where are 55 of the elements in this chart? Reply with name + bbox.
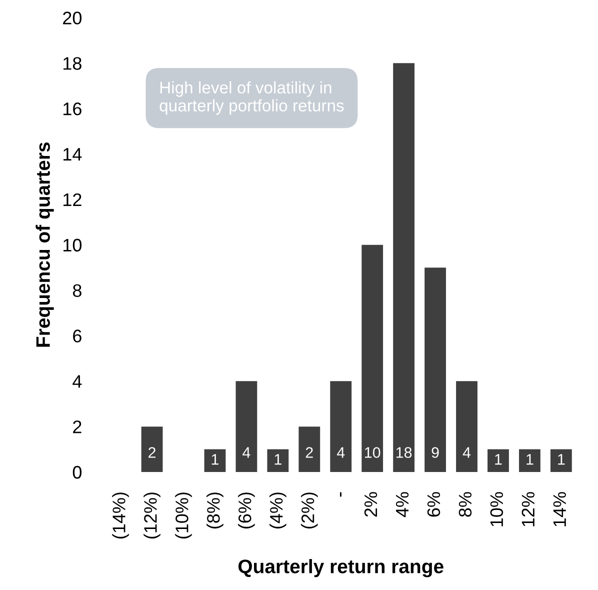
x-tick-label: 14% bbox=[553, 492, 566, 526]
data-label: 1 bbox=[274, 454, 282, 465]
x-tick-label: 12% bbox=[522, 492, 534, 526]
bar bbox=[267, 449, 289, 472]
x-tick-label: (12%) bbox=[144, 492, 160, 538]
x-tick-label: - bbox=[340, 492, 342, 497]
y-tick-label: 20 bbox=[63, 12, 82, 24]
data-label: 18 bbox=[396, 447, 412, 458]
bar bbox=[550, 449, 572, 472]
y-tick-label: 6 bbox=[73, 330, 82, 342]
data-label: 2 bbox=[306, 447, 313, 458]
data-label: 10 bbox=[365, 447, 380, 458]
y-tick-label: 0 bbox=[72, 466, 82, 479]
bar bbox=[330, 381, 352, 472]
y-tick-label: 2 bbox=[73, 420, 82, 434]
data-label: 4 bbox=[336, 447, 345, 458]
x-tick-label: 10% bbox=[490, 492, 504, 526]
y-tick-label: 4 bbox=[72, 375, 82, 388]
y-tick-label: 12 bbox=[64, 193, 82, 206]
y-tick-label: 14 bbox=[64, 148, 82, 161]
bar bbox=[204, 449, 226, 472]
y-tick-label: 18 bbox=[64, 57, 82, 70]
bar bbox=[236, 381, 258, 472]
bar bbox=[298, 426, 320, 472]
bar bbox=[393, 63, 415, 472]
bar bbox=[424, 268, 446, 472]
annotation: High level of volatility in quarterly portfolio returns bbox=[160, 81, 344, 115]
x-tick-label: (6%) bbox=[238, 492, 255, 528]
x-tick-label: (2%) bbox=[300, 492, 318, 528]
x-axis-title: Quarterly return range bbox=[238, 559, 444, 578]
bar bbox=[519, 449, 540, 472]
data-label: 4 bbox=[462, 447, 471, 458]
bar bbox=[362, 244, 384, 472]
bar bbox=[141, 426, 163, 472]
x-tick-label: (8%) bbox=[206, 492, 224, 528]
bar bbox=[456, 381, 478, 472]
x-tick-label: (14%) bbox=[112, 492, 129, 538]
data-label: 1 bbox=[526, 454, 534, 465]
data-label: 4 bbox=[242, 447, 250, 458]
y-tick-label: 16 bbox=[64, 102, 82, 116]
x-tick-label: 2% bbox=[364, 492, 378, 517]
x-tick-label: (10%) bbox=[175, 492, 192, 538]
x-tick-label: 8% bbox=[458, 492, 472, 517]
data-label: 1 bbox=[558, 454, 565, 465]
y-axis-title: Frequencu of quarters bbox=[36, 142, 54, 347]
x-tick-label: 4% bbox=[396, 492, 409, 518]
x-tick-label: 6% bbox=[427, 492, 440, 517]
data-label: 2 bbox=[148, 447, 156, 458]
x-tick-label: (4%) bbox=[269, 492, 286, 528]
y-tick-label: 8 bbox=[72, 284, 82, 297]
y-tick-label: 10 bbox=[64, 238, 82, 252]
bar bbox=[488, 449, 509, 472]
data-label: 9 bbox=[432, 447, 439, 458]
data-label: 1 bbox=[495, 454, 502, 465]
data-label: 1 bbox=[212, 454, 218, 465]
